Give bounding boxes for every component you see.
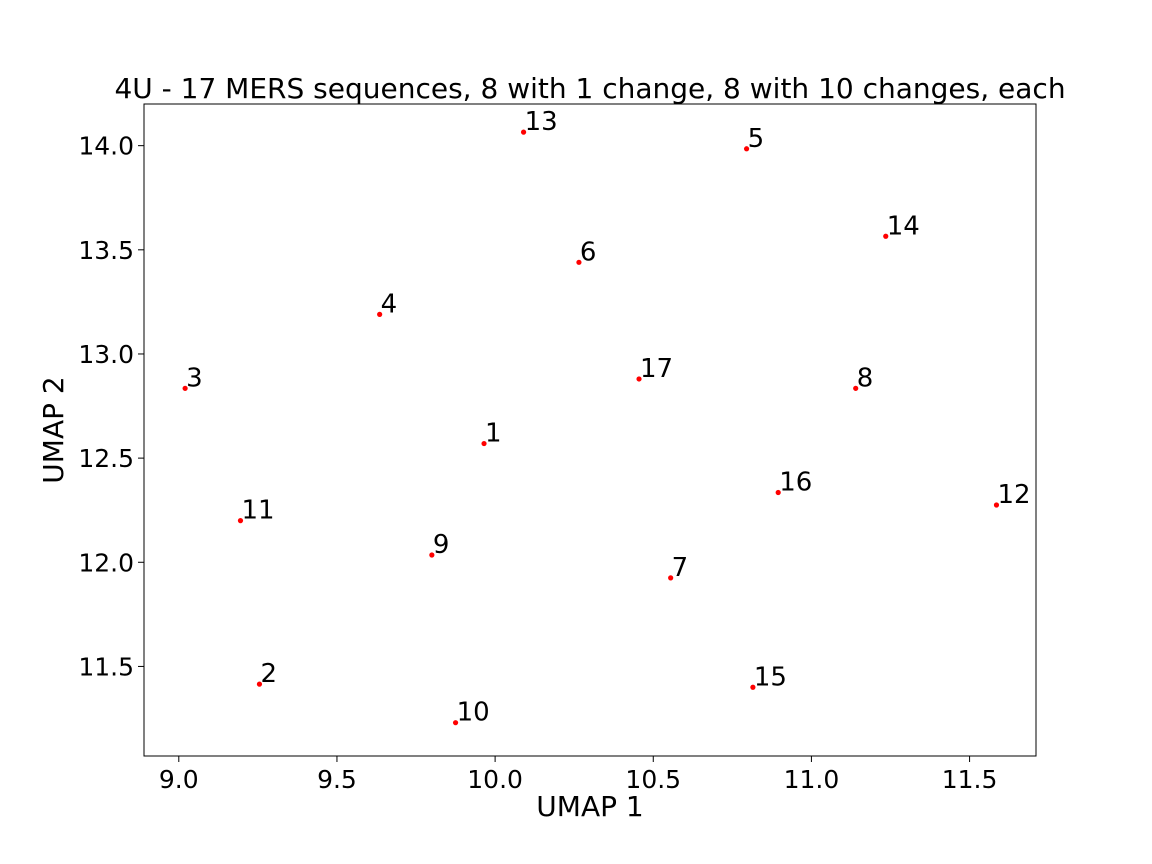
data-point	[743, 146, 750, 152]
data-point	[775, 489, 781, 496]
data-point	[993, 502, 1000, 508]
point-label: 3	[186, 363, 203, 393]
data-point	[750, 684, 756, 690]
data-point	[636, 376, 642, 382]
point-label: 9	[433, 530, 450, 560]
point-label: 10	[457, 698, 490, 728]
x-tick-label: 11.0	[784, 765, 840, 794]
y-tick-label: 13.5	[78, 236, 134, 265]
y-tick-label: 14.0	[78, 132, 134, 161]
data-point	[883, 233, 889, 239]
point-label: 4	[381, 289, 398, 319]
data-point	[256, 681, 263, 687]
x-axis-label: UMAP 1	[536, 790, 643, 823]
data-point	[853, 385, 859, 391]
x-tick-label: 9.0	[159, 765, 199, 794]
x-tick-label: 10.5	[625, 765, 681, 794]
point-label: 13	[525, 107, 558, 137]
data-point	[481, 440, 487, 447]
point-label: 8	[857, 363, 874, 393]
data-point	[452, 720, 459, 726]
point-label: 14	[887, 211, 920, 241]
data-point	[182, 385, 188, 391]
y-axis: 11.5 12.0 12.5 13.0 13.5 14.0	[78, 132, 144, 681]
x-tick-label: 9.5	[317, 765, 357, 794]
x-tick-label: 10.0	[467, 765, 523, 794]
data-point	[237, 518, 244, 524]
y-tick-label: 13.0	[78, 340, 134, 369]
data-point	[520, 129, 527, 135]
y-tick-label: 12.0	[78, 548, 134, 577]
point-label: 5	[748, 124, 765, 154]
data-point	[668, 575, 674, 581]
y-axis-label: UMAP 2	[37, 376, 70, 483]
point-label: 6	[580, 237, 597, 267]
point-label: 15	[754, 662, 787, 692]
point-label: 2	[260, 659, 277, 689]
x-axis: 9.0 9.5 10.0 10.5 11.0 11.5	[159, 756, 997, 794]
point-label: 17	[640, 354, 673, 384]
data-point	[429, 552, 435, 558]
point-label: 12	[997, 480, 1030, 510]
data-point	[377, 311, 383, 317]
x-tick-label: 11.5	[942, 765, 998, 794]
y-tick-label: 11.5	[78, 652, 134, 681]
point-label: 11	[241, 496, 274, 526]
plot-area-frame	[143, 103, 1037, 757]
data-point	[576, 259, 582, 265]
y-tick-label: 12.5	[78, 444, 134, 473]
point-label: 16	[779, 467, 812, 497]
point-label: 7	[672, 553, 689, 583]
chart-title: 4U - 17 MERS sequences, 8 with 1 change,…	[114, 72, 1065, 105]
point-label: 1	[485, 419, 502, 449]
